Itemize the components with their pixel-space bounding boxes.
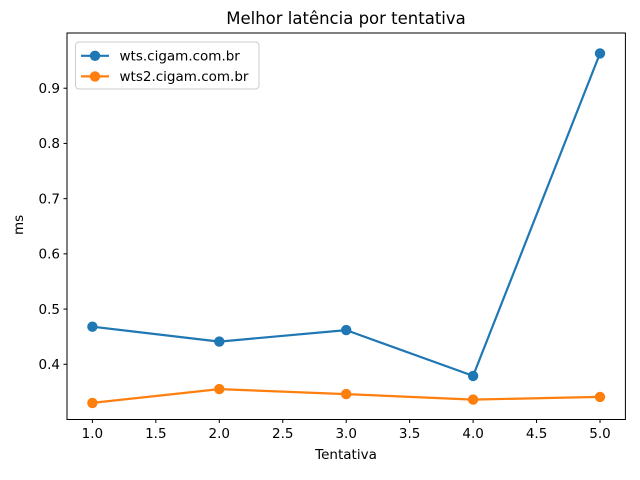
x-tick-label: 3.5: [399, 426, 420, 442]
x-tick-label: 2.0: [209, 426, 230, 442]
data-point-marker: [467, 370, 479, 382]
legend-label: wts2.cigam.com.br: [120, 69, 249, 85]
y-tick-label: 0.5: [39, 302, 60, 318]
data-point-marker: [214, 383, 225, 395]
data-point-marker: [594, 48, 606, 59]
x-tick-label: 3.0: [335, 426, 356, 442]
x-axis-label: Tentativa: [315, 447, 377, 463]
x-tick-label: 4.5: [526, 426, 547, 442]
y-tick-label: 0.9: [39, 81, 60, 97]
data-point-marker: [341, 324, 352, 336]
x-tick-label: 1.5: [145, 426, 166, 442]
x-tick-label: 1.0: [82, 426, 103, 442]
chart-title: Melhor latência por tentativa: [226, 9, 466, 28]
data-point-marker: [467, 394, 479, 405]
legend-sample-marker: [89, 71, 101, 82]
y-tick-label: 0.6: [39, 247, 60, 263]
data-point-marker: [594, 391, 606, 403]
x-tick-label: 4.0: [462, 426, 483, 442]
y-tick-label: 0.7: [39, 191, 60, 207]
x-tick-label: 5.0: [589, 426, 610, 442]
x-tick-label: 2.5: [272, 426, 293, 442]
legend-frame: [75, 41, 260, 90]
data-point-marker: [87, 397, 98, 409]
data-point-marker: [214, 336, 225, 347]
plot-frame: [66, 32, 626, 420]
y-tick-label: 0.4: [39, 357, 60, 373]
y-tick-label: 0.8: [39, 136, 60, 152]
data-point-marker: [87, 321, 98, 332]
data-point-marker: [341, 388, 352, 400]
legend: wts.cigam.com.br wts2.cigam.com.br: [75, 41, 260, 90]
legend-label: wts.cigam.com.br: [120, 49, 241, 65]
legend-sample-marker: [89, 50, 101, 61]
